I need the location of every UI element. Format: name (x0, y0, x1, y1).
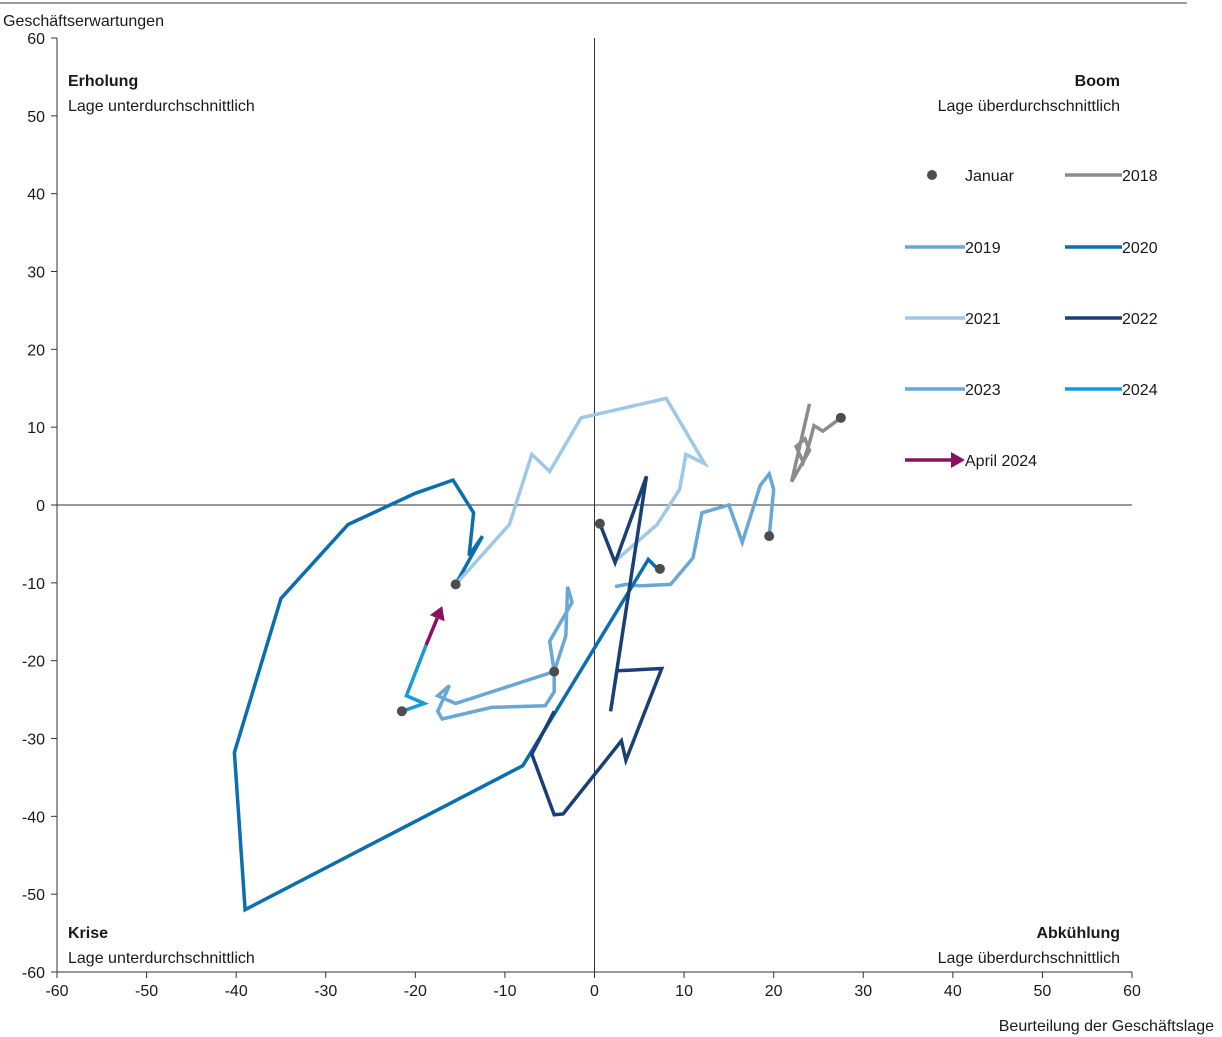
quadrant-subtitle-top-right: Lage überdurchschnittlich (938, 98, 1120, 115)
y-tick-label: 30 (27, 265, 45, 282)
x-tick-label: 40 (944, 983, 962, 1000)
legend-item-2019: 2019 (905, 240, 1001, 257)
x-tick-label: 0 (590, 983, 599, 1000)
y-tick-label: -50 (22, 887, 45, 904)
january-marker (835, 412, 846, 423)
series-lines (232, 396, 842, 913)
quadrant-title-bottom-left: Krise (68, 925, 108, 942)
y-tick-label: -40 (22, 809, 45, 826)
legend-item-2024: 2024 (1065, 382, 1158, 399)
legend-item-2022: 2022 (1065, 311, 1158, 328)
january-marker (450, 579, 461, 590)
x-axis-title: Beurteilung der Geschäftslage (999, 1018, 1214, 1035)
series-line-2020 (232, 477, 662, 913)
legend-item-2023: 2023 (905, 382, 1001, 399)
legend-label: Januar (965, 168, 1015, 185)
legend-label: 2020 (1122, 240, 1158, 257)
quadrant-title-top-right: Boom (1075, 73, 1120, 90)
x-tick-label: -30 (314, 983, 337, 1000)
x-tick-label: 10 (675, 983, 693, 1000)
legend-label: 2024 (1122, 382, 1158, 399)
y-tick-label: 10 (27, 420, 45, 437)
x-tick-label: -60 (45, 983, 68, 1000)
legend-swatch-arrow-head (951, 452, 965, 468)
january-marker (549, 666, 560, 677)
legend-label: April 2024 (965, 453, 1037, 470)
chart-frame (0, 2, 1187, 973)
legend-label: 2021 (965, 311, 1001, 328)
y-tick-label: -10 (22, 576, 45, 593)
arrow-head (429, 606, 445, 622)
january-marker (764, 531, 775, 542)
series-line-2023 (434, 586, 574, 721)
x-tick-label: 50 (1034, 983, 1052, 1000)
april-2024-arrow (424, 606, 445, 646)
arrow-shaft (424, 617, 439, 646)
january-marker (594, 518, 605, 529)
y-axis-title: Geschäftserwartungen (3, 13, 164, 30)
legend-item-2020: 2020 (1065, 240, 1158, 257)
y-tick-label: -60 (22, 965, 45, 982)
y-tick-label: 60 (27, 31, 45, 48)
series-line-2022 (529, 475, 665, 817)
axis-ticks: -60 -50 -40 -30 -20 -10 0 10 20 30 40 50 60 60 50 40 30 2… (22, 31, 1141, 1000)
legend-item-2021: 2021 (905, 311, 1001, 328)
x-tick-label: -10 (493, 983, 516, 1000)
x-tick-label: 60 (1123, 983, 1141, 1000)
x-tick-label: 30 (854, 983, 872, 1000)
quadrant-title-top-left: Erholung (68, 73, 138, 90)
quadrant-labels: Erholung Lage unterdurchschnittlich Boom… (68, 73, 1120, 967)
legend-label: 2018 (1122, 168, 1158, 185)
series-line-2021 (454, 396, 710, 586)
y-tick-label: 20 (27, 342, 45, 359)
quadrant-title-bottom-right: Abkühlung (1036, 925, 1120, 942)
series-line-2024 (401, 644, 430, 713)
y-tick-label: -30 (22, 732, 45, 749)
series-line-2019 (614, 470, 776, 589)
legend-label: 2022 (1122, 311, 1158, 328)
quadrant-subtitle-top-left: Lage unterdurchschnittlich (68, 98, 255, 115)
quadrant-subtitle-bottom-right: Lage überdurchschnittlich (938, 950, 1120, 967)
legend-marker-january (927, 170, 937, 180)
legend: Januar 2018 2019 2020 2021 2022 2023 2024 April … (905, 168, 1158, 470)
x-tick-label: -50 (135, 983, 158, 1000)
x-tick-label: -20 (404, 983, 427, 1000)
y-tick-label: 50 (27, 109, 45, 126)
legend-item-april-2024: April 2024 (905, 452, 1037, 470)
legend-label: 2023 (965, 382, 1001, 399)
january-markers (396, 412, 846, 717)
quadrant-subtitle-bottom-left: Lage unterdurchschnittlich (68, 950, 255, 967)
x-tick-label: 20 (765, 983, 783, 1000)
y-tick-label: 40 (27, 187, 45, 204)
y-tick-label: -20 (22, 654, 45, 671)
y-tick-label: 0 (36, 498, 45, 515)
x-tick-label: -40 (225, 983, 248, 1000)
january-marker (654, 563, 665, 574)
series-line-2018 (789, 403, 842, 483)
legend-item-january: Januar (927, 168, 1015, 185)
january-marker (396, 706, 407, 717)
legend-item-2018: 2018 (1065, 168, 1158, 185)
legend-label: 2019 (965, 240, 1001, 257)
